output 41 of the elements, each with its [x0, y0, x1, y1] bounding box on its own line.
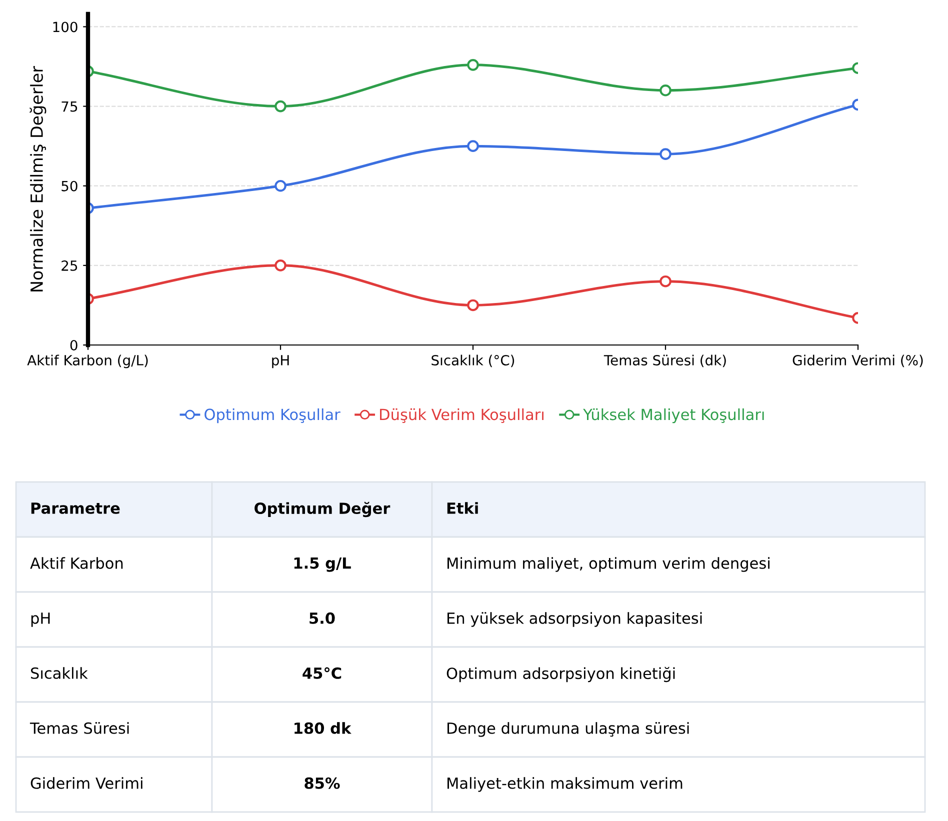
text: Minimum maliyet, optimum verim dengesi: [448, 557, 770, 572]
text: 45°C: [302, 667, 342, 679]
point: [274, 260, 286, 272]
point: [274, 180, 286, 192]
text: 5.0: [310, 612, 335, 624]
x-tick-label: Sıcaklık (°C): [432, 354, 514, 368]
legend-label: Düşük Verim Koşulları: [380, 408, 544, 423]
point: [660, 148, 672, 160]
point: [467, 59, 479, 71]
x-tick-label: Aktif Karbon (g/L): [27, 354, 148, 368]
y-tick-label: 0: [70, 340, 78, 350]
text: Denge durumuna ulaşma süresi: [448, 722, 689, 737]
point: [274, 100, 286, 112]
legend-label: Yüksek Maliyet Koşulları: [583, 408, 764, 424]
text: Optimum adsorpsiyon kinetiği: [446, 666, 675, 682]
text: 1.5 g/L: [294, 557, 351, 572]
text: Sıcaklık: [31, 667, 88, 679]
text: 85%: [304, 777, 340, 789]
text: En yüksek adsorpsiyon kapasitesi: [448, 612, 702, 627]
x-tick-label: Giderim Verimi (%): [792, 354, 923, 368]
x-tick-label: pH: [272, 355, 289, 368]
point: [467, 140, 479, 152]
text: Giderim Verimi: [30, 777, 142, 789]
y-tick-label: 50: [62, 180, 78, 192]
text: Etki: [447, 502, 478, 514]
text: Aktif Karbon: [30, 557, 123, 569]
legend-label: Optimum Koşullar: [204, 408, 340, 424]
y-tick-label: 100: [53, 22, 78, 32]
point: [660, 275, 672, 288]
point: [467, 299, 479, 312]
point: [660, 84, 672, 96]
y-tick-label: 75: [62, 101, 78, 112]
text: pH: [31, 612, 50, 627]
y-tick-label: 25: [62, 260, 78, 271]
text: Optimum Değer: [254, 502, 390, 518]
text: Maliyet-etkin maksimum verim: [448, 777, 682, 792]
y-axis-title: Normalize Edilmiş Değerler: [30, 66, 46, 292]
text: 180 dk: [294, 722, 352, 734]
x-tick-label: Temas Süresi (dk): [604, 354, 726, 368]
text: Parametre: [31, 502, 120, 514]
text: Temas Süresi: [30, 722, 129, 734]
